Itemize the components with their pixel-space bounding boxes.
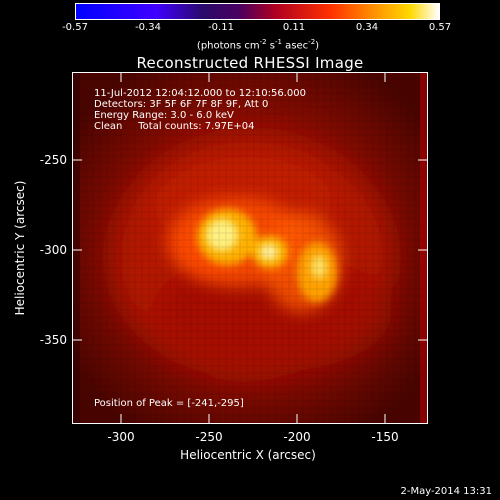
y-tick-label: -350 xyxy=(39,333,67,347)
y-tick-label: -250 xyxy=(39,153,67,167)
colorbar-tick: 0.34 xyxy=(355,22,379,33)
plot-title: Reconstructed RHESSI Image xyxy=(136,54,364,72)
colorbar xyxy=(75,3,440,20)
time-range-text: 11-Jul-2012 12:04:12.000 to 12:10:56.000 xyxy=(94,88,306,99)
colorbar-tick: -0.11 xyxy=(208,22,234,33)
colorbar-tick: 0.11 xyxy=(282,22,306,33)
y-axis-label: Heliocentric Y (arcsec) xyxy=(13,180,27,316)
colorbar-tick: -0.57 xyxy=(62,22,88,33)
footer-date: 2-May-2014 13:31 xyxy=(400,486,492,497)
peak-position-text: Position of Peak = [-241,-295] xyxy=(94,398,244,409)
colorbar-tick: 0.57 xyxy=(428,22,452,33)
colorbar-units: (photons cm-2 s-1 asec-2) xyxy=(196,38,320,52)
energy-range-text: Energy Range: 3.0 - 6.0 keV xyxy=(94,110,234,121)
x-tick-label: -200 xyxy=(283,430,311,444)
rhessi-image xyxy=(72,72,428,424)
x-tick-label: -150 xyxy=(371,430,399,444)
detectors-text: Detectors: 3F 5F 6F 7F 8F 9F, Att 0 xyxy=(94,99,269,110)
x-tick-label: -300 xyxy=(107,430,135,444)
clean-counts-text: Clean Total counts: 7.97E+04 xyxy=(94,121,255,132)
colorbar-tick: -0.34 xyxy=(135,22,161,33)
x-axis-label: Heliocentric X (arcsec) xyxy=(180,448,316,462)
y-tick-label: -300 xyxy=(39,243,67,257)
x-tick-label: -250 xyxy=(195,430,223,444)
